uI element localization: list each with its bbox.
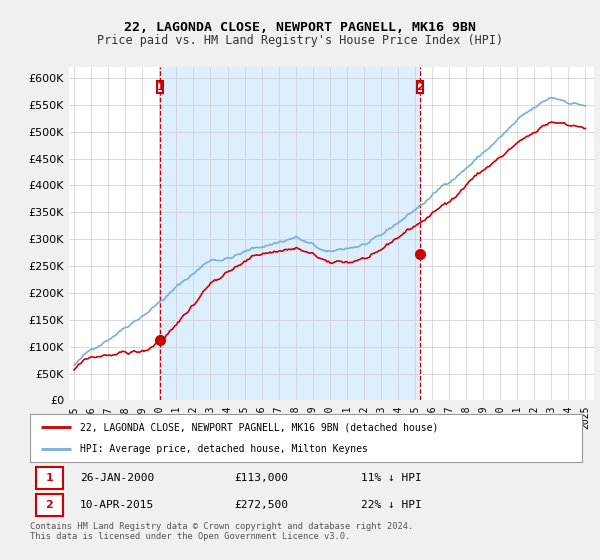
Bar (160, 67, 419, 400)
Bar (416, 81, 422, 93)
Text: 10-APR-2015: 10-APR-2015 (80, 500, 154, 510)
Text: HPI: Average price, detached house, Milton Keynes: HPI: Average price, detached house, Milt… (80, 444, 368, 454)
Text: 22, LAGONDA CLOSE, NEWPORT PAGNELL, MK16 9BN: 22, LAGONDA CLOSE, NEWPORT PAGNELL, MK16… (124, 21, 476, 34)
Bar (35, 493, 63, 516)
Text: Contains HM Land Registry data © Crown copyright and database right 2024.
This d: Contains HM Land Registry data © Crown c… (30, 522, 413, 542)
Text: £113,000: £113,000 (234, 473, 288, 483)
Bar (35, 467, 63, 489)
Text: £272,500: £272,500 (234, 500, 288, 510)
Bar (157, 81, 163, 93)
Text: 26-JAN-2000: 26-JAN-2000 (80, 473, 154, 483)
Text: 11% ↓ HPI: 11% ↓ HPI (361, 473, 422, 483)
Text: 1: 1 (46, 473, 53, 483)
Text: 1: 1 (157, 82, 164, 92)
Text: 22, LAGONDA CLOSE, NEWPORT PAGNELL, MK16 9BN (detached house): 22, LAGONDA CLOSE, NEWPORT PAGNELL, MK16… (80, 422, 438, 432)
Text: Price paid vs. HM Land Registry's House Price Index (HPI): Price paid vs. HM Land Registry's House … (97, 34, 503, 46)
Text: 22% ↓ HPI: 22% ↓ HPI (361, 500, 422, 510)
Text: 2: 2 (416, 82, 424, 92)
Text: 2: 2 (46, 500, 53, 510)
